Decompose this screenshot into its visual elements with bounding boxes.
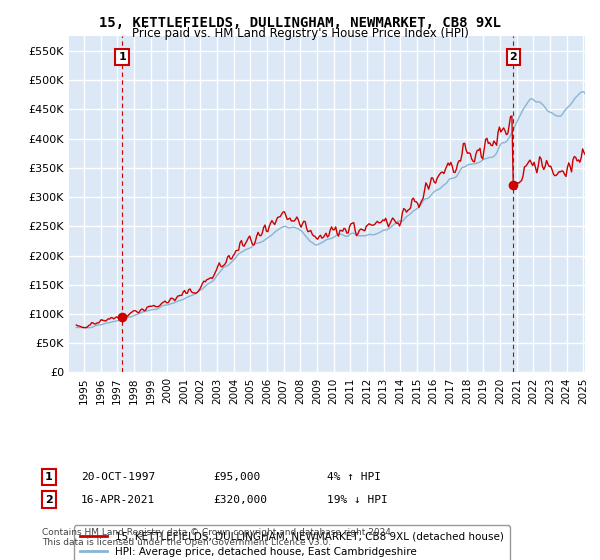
Text: 2: 2 <box>509 52 517 62</box>
Text: 19% ↓ HPI: 19% ↓ HPI <box>327 494 388 505</box>
Text: 4% ↑ HPI: 4% ↑ HPI <box>327 472 381 482</box>
Text: 1: 1 <box>118 52 126 62</box>
Text: 2: 2 <box>45 494 53 505</box>
Text: Price paid vs. HM Land Registry's House Price Index (HPI): Price paid vs. HM Land Registry's House … <box>131 27 469 40</box>
Text: £320,000: £320,000 <box>213 494 267 505</box>
Text: 1: 1 <box>45 472 53 482</box>
Text: 20-OCT-1997: 20-OCT-1997 <box>81 472 155 482</box>
Text: Contains HM Land Registry data © Crown copyright and database right 2024.
This d: Contains HM Land Registry data © Crown c… <box>42 528 394 547</box>
Legend: 15, KETTLEFIELDS, DULLINGHAM, NEWMARKET, CB8 9XL (detached house), HPI: Average : 15, KETTLEFIELDS, DULLINGHAM, NEWMARKET,… <box>74 525 510 560</box>
Text: £95,000: £95,000 <box>213 472 260 482</box>
Text: 16-APR-2021: 16-APR-2021 <box>81 494 155 505</box>
Text: 15, KETTLEFIELDS, DULLINGHAM, NEWMARKET, CB8 9XL: 15, KETTLEFIELDS, DULLINGHAM, NEWMARKET,… <box>99 16 501 30</box>
